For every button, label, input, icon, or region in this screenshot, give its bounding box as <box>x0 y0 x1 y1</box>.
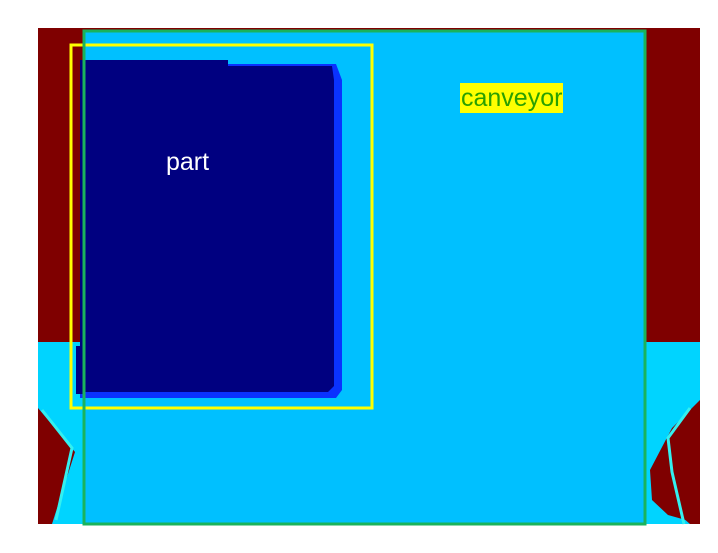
edge-highlight-left <box>40 409 74 521</box>
part-shadow <box>76 346 84 394</box>
floor-region-right <box>644 342 700 524</box>
part-bounding-box <box>69 43 374 410</box>
part-label: part <box>166 148 210 176</box>
part-region <box>80 60 334 392</box>
edge-highlight-right <box>666 407 692 525</box>
conveyor-label: canveyor <box>460 83 564 113</box>
wedge-left <box>38 408 75 524</box>
wedge-right <box>656 405 700 524</box>
conveyor-bounding-box <box>82 29 647 526</box>
